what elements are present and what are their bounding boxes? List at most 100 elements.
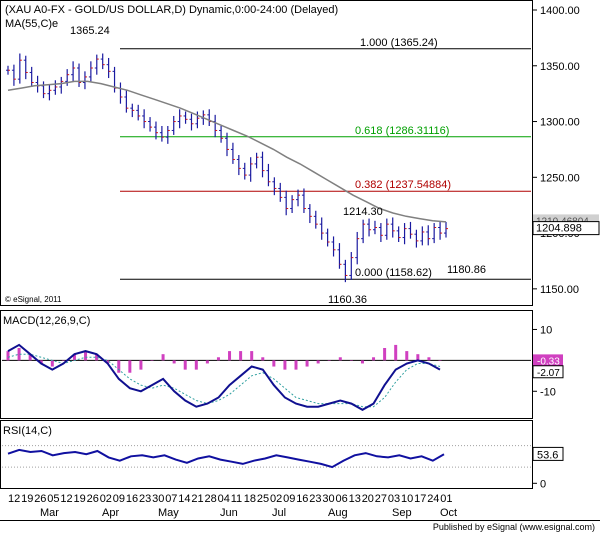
macd-layer: 10 -10 -0.33-2.07 [2, 324, 564, 411]
macd-line [7, 343, 441, 411]
fib-level-label: 0.618 (1286.31116) [355, 125, 449, 137]
macd-hist-bar [239, 351, 243, 361]
x-day-label: 11 [231, 493, 242, 505]
ma-line [7, 80, 447, 223]
x-day-label: 02 [270, 493, 282, 505]
macd-hist-bar [106, 360, 110, 364]
x-day-label: 26 [34, 493, 46, 505]
x-month-label: Oct [440, 507, 457, 519]
price-tick-label: 1250.00 [540, 172, 580, 184]
macd-hist-bar [216, 357, 220, 361]
macd-hist-bar [72, 354, 76, 361]
last-price-label: 1204.898 [536, 223, 582, 235]
x-day-label: 19 [74, 493, 86, 505]
rsi-layer: 50053.6 [2, 445, 564, 490]
x-day-label: 20 [362, 493, 374, 505]
macd-hist-bar [427, 357, 431, 361]
price-panel-frame [0, 0, 533, 306]
rsi-label: RSI(14,C) [3, 425, 52, 437]
macd-hist-bar [50, 360, 54, 367]
x-month-label: Sep [392, 507, 412, 519]
rsi-panel-frame [0, 420, 533, 489]
x-day-label: 23 [139, 493, 151, 505]
x-day-label: 26 [87, 493, 99, 505]
macd-hist-bar [183, 360, 187, 370]
fib-level-label: 0.000 (1158.62) [355, 267, 432, 279]
price-annotation: 1180.86 [447, 264, 486, 276]
macd-hist-bar [150, 360, 154, 361]
macd-hist-bar [161, 354, 165, 361]
x-day-label: 30 [322, 493, 334, 505]
x-month-label: Mar [40, 507, 59, 519]
x-day-label: 10 [401, 493, 413, 505]
x-month-label: Jul [272, 507, 286, 519]
x-day-label: 23 [309, 493, 321, 505]
last-price-flag [532, 221, 600, 236]
macd-hist-bar [28, 354, 32, 361]
macd-hist-bar [327, 360, 331, 361]
x-day-label: 30 [152, 493, 164, 505]
macd-hist-bar [139, 360, 143, 370]
macd-hist-bar [17, 348, 21, 361]
macd-hist-bar [316, 360, 320, 364]
x-day-label: 01 [440, 493, 452, 505]
x-day-label: 07 [165, 493, 177, 505]
macd-signal-value: -0.33 [537, 356, 560, 367]
macd-value-flag [532, 365, 564, 379]
fib-level-label: 0.382 (1237.54884) [355, 179, 451, 191]
macd-hist-bar [360, 360, 364, 364]
x-day-label: 19 [21, 493, 33, 505]
price-layer: 1150.001200.001250.001300.001350.001400.… [6, 5, 600, 306]
macd-hist-bar [172, 360, 176, 364]
x-month-label: May [158, 507, 179, 519]
macd-value: -2.07 [537, 368, 560, 379]
x-day-label: 16 [126, 493, 138, 505]
macd-hist-bar [61, 360, 65, 361]
fib-level-label: 1.000 (1365.24) [360, 37, 438, 49]
x-day-label: 28 [205, 493, 217, 505]
x-day-label: 09 [113, 493, 125, 505]
macd-hist-bar [349, 360, 353, 361]
macd-hist-bar [405, 351, 409, 361]
x-month-label: Aug [328, 507, 348, 519]
macd-hist-bar [6, 351, 10, 361]
x-month-label: Apr [102, 507, 119, 519]
x-day-label: 14 [178, 493, 190, 505]
macd-hist-bar [117, 360, 121, 373]
macd-hist-bar [228, 351, 232, 361]
x-day-label: 18 [244, 493, 256, 505]
axis-layer: 12 19 26 05 12 19 26 02 09 16 23 30 07 14 21 28 04 11 18 25… [0, 493, 600, 521]
price-annotation: 1214.30 [343, 206, 383, 218]
price-tick-label: 1350.00 [540, 61, 580, 73]
macd-hist-bar [95, 354, 99, 361]
x-day-label: 16 [296, 493, 308, 505]
x-day-label: 12 [60, 493, 72, 505]
macd-hist-bar [194, 360, 198, 370]
price-tick-label: 1400.00 [540, 5, 580, 17]
rsi-value-flag [532, 446, 564, 461]
x-day-label: 12 [8, 493, 20, 505]
x-day-label: 24 [427, 493, 439, 505]
x-day-label: 25 [257, 493, 269, 505]
price-tick-label: 1150.00 [540, 284, 579, 296]
x-day-label: 17 [414, 493, 426, 505]
macd-hist-bar [294, 360, 298, 370]
macd-hist-bar [383, 348, 387, 361]
x-day-label: 05 [47, 493, 59, 505]
footer-credit: Published by eSignal (www.esignal.com) [433, 522, 595, 532]
macd-hist-bar [372, 357, 376, 361]
x-day-label: 03 [388, 493, 400, 505]
macd-hist-bar [39, 360, 43, 364]
rsi-line [7, 448, 445, 469]
x-day-label: 21 [191, 493, 203, 505]
macd-hist-bar [272, 360, 276, 367]
macd-hist-bar [250, 351, 254, 361]
x-day-label: 09 [283, 493, 295, 505]
price-annotation: 1160.36 [328, 294, 367, 306]
macd-hist-bar [438, 360, 442, 361]
price-tick-label: 1300.00 [540, 117, 580, 129]
x-day-label: 06 [336, 493, 348, 505]
credit-label: © eSignal, 2011 [5, 295, 62, 304]
ma-label: MA(55,C)e [5, 18, 58, 30]
